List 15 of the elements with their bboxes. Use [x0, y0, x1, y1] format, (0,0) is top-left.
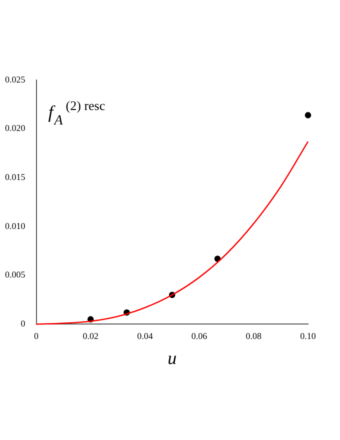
y-tick-label: 0 — [20, 318, 26, 329]
point — [304, 112, 312, 118]
x-tick-label: 0.08 — [246, 330, 262, 341]
y-tick-label: 0.010 — [5, 220, 26, 231]
x-tick-label: 0 — [34, 330, 39, 341]
y-tick-label: 0.020 — [5, 123, 26, 134]
x-tick-label: 0.02 — [82, 330, 98, 341]
x-tick-label: 0.06 — [191, 330, 208, 341]
x-axis-title: u — [168, 348, 177, 368]
x-tick-label: 0.10 — [300, 330, 316, 341]
y-tick-label: 0.025 — [5, 74, 26, 84]
y-tick-label: 0.015 — [5, 172, 26, 182]
x-tick-label: 0.04 — [137, 330, 154, 341]
y-tick-label: 0.005 — [5, 270, 26, 280]
point — [214, 256, 221, 262]
